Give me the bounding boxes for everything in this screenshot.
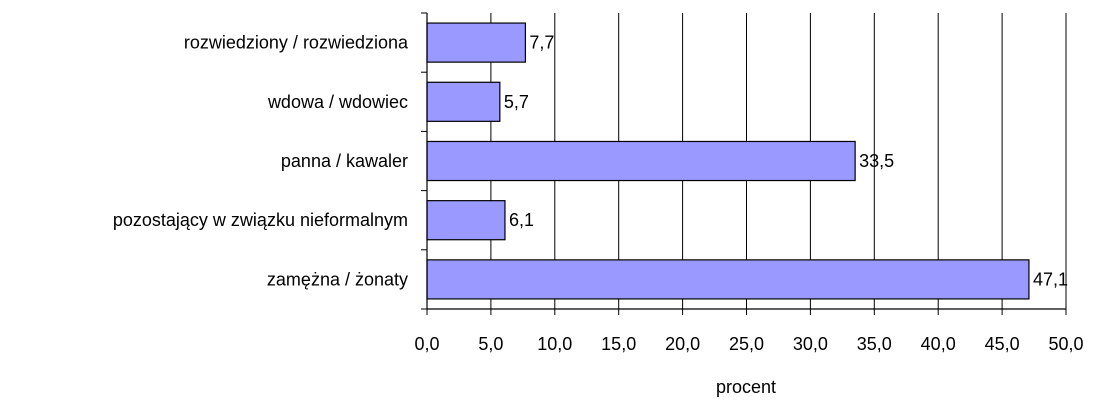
bar: [426, 81, 501, 122]
x-tick-label: 10,0: [537, 334, 572, 354]
category-label: rozwiedziony / rozwiedziona: [184, 33, 409, 53]
category-label: wdowa / wdowiec: [267, 92, 408, 112]
bars: [426, 22, 1030, 300]
x-tick-label: 5,0: [478, 334, 503, 354]
x-tick-label: 45,0: [985, 334, 1020, 354]
data-label: 33,5: [859, 151, 894, 171]
x-tick-label: 50,0: [1048, 334, 1083, 354]
data-label: 7,7: [529, 33, 554, 53]
x-tick-label: 20,0: [665, 334, 700, 354]
data-label: 6,1: [509, 210, 534, 230]
data-label: 47,1: [1033, 269, 1068, 289]
x-tick-label: 0,0: [414, 334, 439, 354]
x-axis-title: procent: [716, 377, 776, 397]
category-label: panna / kawaler: [281, 151, 408, 171]
x-tick-label: 25,0: [729, 334, 764, 354]
x-tick-label: 35,0: [857, 334, 892, 354]
bar: [426, 22, 527, 63]
labels: 7,7 rozwiedziony / rozwiedziona 5,7 wdowa /…: [113, 33, 1084, 354]
category-label: zamężna / żonaty: [267, 269, 408, 289]
data-label: 5,7: [504, 92, 529, 112]
bar: [426, 259, 1030, 300]
bar: [426, 140, 856, 182]
x-tick-label: 30,0: [793, 334, 828, 354]
category-label: pozostający w związku nieformalnym: [113, 210, 408, 230]
x-tick-label: 15,0: [601, 334, 636, 354]
axes: [421, 12, 1067, 315]
x-tick-label: 40,0: [921, 334, 956, 354]
bar: [426, 200, 506, 241]
